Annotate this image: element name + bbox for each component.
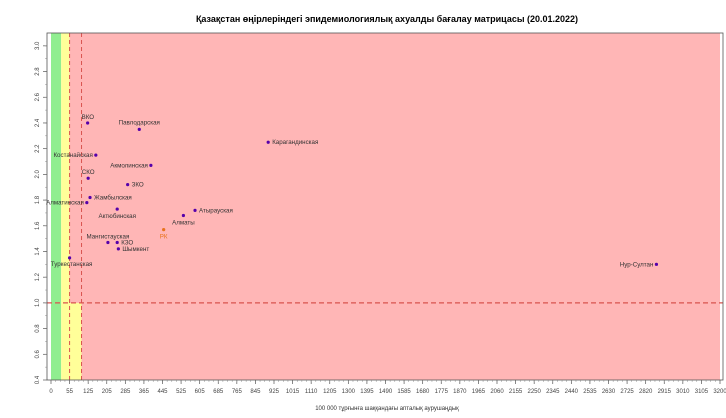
y-tick-label: 2.2 xyxy=(35,144,41,153)
x-tick-label: 3010 xyxy=(676,389,690,395)
y-tick-label: 1.4 xyxy=(35,247,41,256)
x-tick-label: 2820 xyxy=(639,389,653,395)
x-tick-label: 765 xyxy=(232,389,243,395)
x-tick-label: 365 xyxy=(139,389,150,395)
data-point-label: Карагандинская xyxy=(272,139,318,146)
x-tick-label: 3200 xyxy=(713,389,726,395)
x-tick-label: 605 xyxy=(195,389,206,395)
x-tick-label: 55 xyxy=(66,389,73,395)
plot-frame xyxy=(46,32,724,381)
data-point-label: Алматы xyxy=(172,219,195,226)
y-tick-label: 2.0 xyxy=(35,170,41,179)
x-tick-label: 285 xyxy=(120,389,131,395)
data-point-label: Нур-Султан xyxy=(620,261,654,268)
x-tick-label: 1300 xyxy=(342,389,356,395)
y-tick-label: 1.0 xyxy=(35,298,41,307)
x-tick-label: 1680 xyxy=(416,389,430,395)
x-tick-label: 2630 xyxy=(602,389,616,395)
data-point-label: РК xyxy=(160,234,168,241)
data-point-label: Павлодарская xyxy=(119,119,160,126)
data-point xyxy=(67,256,72,260)
data-point xyxy=(106,240,110,245)
data-point-label: ЗКО xyxy=(132,182,144,189)
x-tick-label: 1015 xyxy=(286,389,300,395)
data-point xyxy=(149,163,153,167)
data-point xyxy=(266,140,270,144)
data-point xyxy=(88,195,92,200)
x-tick-label: 845 xyxy=(250,389,261,395)
data-point xyxy=(86,176,90,180)
y-tick-label: 2.8 xyxy=(35,67,41,76)
x-tick-label: 1965 xyxy=(472,389,486,395)
x-tick-label: 1870 xyxy=(453,389,467,395)
y-tick-label: 2.4 xyxy=(35,118,41,127)
data-point-label: Мангистауская xyxy=(87,233,130,240)
x-tick-label: 685 xyxy=(213,389,224,395)
data-point xyxy=(181,213,186,218)
x-tick-label: 3105 xyxy=(695,389,709,395)
x-tick-label: 1775 xyxy=(435,389,449,395)
data-point xyxy=(193,208,197,212)
x-tick-label: 2725 xyxy=(620,389,634,395)
data-point-label: Шымкент xyxy=(122,246,149,253)
data-point xyxy=(85,201,89,205)
zone-yellow xyxy=(61,33,70,380)
y-tick-label: 0.6 xyxy=(35,349,41,358)
x-tick-label: 925 xyxy=(269,389,280,395)
x-tick-label: 1490 xyxy=(379,389,393,395)
data-point-label: КЗО xyxy=(121,239,133,246)
data-point-label: Алматинская xyxy=(46,200,84,207)
y-tick-label: 0.4 xyxy=(35,375,41,384)
x-tick-label: 525 xyxy=(176,389,187,395)
zone-yellow-strip xyxy=(69,302,82,380)
x-tick-label: 2155 xyxy=(509,389,523,395)
x-tick-label: 2915 xyxy=(658,389,672,395)
data-point-label: Жамбылская xyxy=(94,195,132,202)
y-tick-label: 0.8 xyxy=(35,324,41,333)
y-tick-label: 1.2 xyxy=(35,272,41,281)
x-tick-label: 2250 xyxy=(527,389,541,395)
data-point-label: Актюбинская xyxy=(98,213,136,220)
data-point-label: Атырауская xyxy=(199,207,233,214)
x-tick-label: 205 xyxy=(102,389,113,395)
zone-green xyxy=(51,33,62,380)
data-point xyxy=(116,247,120,251)
x-tick-label: 445 xyxy=(157,389,168,395)
data-point xyxy=(115,240,119,245)
data-point-label: Акмолинская xyxy=(110,162,148,169)
x-tick-label: 1585 xyxy=(397,389,411,395)
x-axis-label: 100 000 тұрғынға шаққандағы апталық ауру… xyxy=(315,406,459,412)
data-point xyxy=(162,228,166,232)
chart-title: Қазақстан өңірлеріндегі эпидемиологиялық… xyxy=(196,14,578,24)
data-point-label: Костанайская xyxy=(53,152,92,159)
y-tick-label: 1.6 xyxy=(35,221,41,230)
data-point-label: ВКО xyxy=(82,114,95,121)
x-tick-label: 2535 xyxy=(583,389,597,395)
data-point xyxy=(94,153,98,157)
y-tick-label: 2.6 xyxy=(35,92,41,101)
x-tick-label: 1395 xyxy=(360,389,374,395)
data-point xyxy=(126,183,130,187)
data-point xyxy=(115,207,119,211)
x-tick-label: 1205 xyxy=(323,389,337,395)
data-point-label: СКО xyxy=(82,169,95,176)
x-tick-label: 2060 xyxy=(490,389,504,395)
x-tick-label: 0 xyxy=(49,389,53,395)
zone-red xyxy=(69,33,721,380)
data-point xyxy=(654,262,659,266)
y-tick-label: 1.8 xyxy=(35,195,41,204)
x-tick-label: 125 xyxy=(83,389,94,395)
x-tick-label: 1110 xyxy=(305,389,318,395)
plot-area: 0.4 0.6 0.8 1.0 1.2 1.4 1.6 1.8 2.0 2.2 2.4 2.6 2.8 3… xyxy=(35,32,726,395)
y-tick-label: 3.0 xyxy=(35,41,41,50)
x-tick-label: 2440 xyxy=(565,389,579,395)
data-point xyxy=(137,127,141,131)
data-point-label: Туркестанская xyxy=(51,261,93,268)
x-tick-label: 2345 xyxy=(546,389,560,395)
data-point xyxy=(86,121,90,125)
